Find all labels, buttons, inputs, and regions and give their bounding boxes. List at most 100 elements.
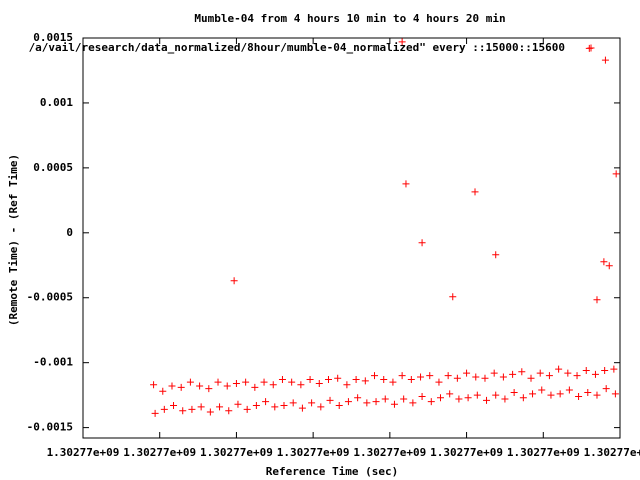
point <box>225 407 233 415</box>
point <box>564 369 572 377</box>
x-tick-label: 1.30277e+09 <box>277 446 350 459</box>
point <box>289 399 297 407</box>
point <box>519 394 527 402</box>
point <box>168 382 176 390</box>
point <box>186 378 194 386</box>
point <box>344 398 352 406</box>
point <box>234 400 242 408</box>
chart-title: Mumble-04 from 4 hours 10 min to 4 hours… <box>194 12 505 25</box>
point <box>380 376 388 384</box>
point <box>499 373 507 381</box>
point <box>324 376 332 384</box>
point <box>398 372 406 380</box>
point <box>605 262 613 270</box>
point <box>361 377 369 385</box>
point <box>471 188 479 196</box>
point <box>206 408 214 416</box>
point <box>612 170 620 178</box>
point <box>536 369 544 377</box>
y-axis-label: (Remote Time) - (Ref Time) <box>7 154 20 326</box>
y-tick-label: 0.0005 <box>33 161 73 174</box>
point <box>297 381 305 389</box>
point <box>472 373 480 381</box>
y-tick-label: 0.001 <box>40 96 73 109</box>
point <box>463 369 471 377</box>
point <box>490 369 498 377</box>
point <box>363 399 371 407</box>
point <box>196 382 204 390</box>
point <box>170 402 178 410</box>
point <box>398 38 406 46</box>
x-tick-label: 1.30277e+09 <box>123 446 196 459</box>
point <box>538 386 546 394</box>
point <box>177 383 185 391</box>
point <box>179 407 187 415</box>
point <box>390 400 398 408</box>
point <box>435 378 443 386</box>
point <box>492 251 500 259</box>
point <box>334 374 342 382</box>
point <box>308 399 316 407</box>
point <box>584 389 592 397</box>
point <box>317 403 325 411</box>
point <box>150 381 158 389</box>
point <box>610 365 618 373</box>
point <box>565 386 573 394</box>
y-tick-label: 0.0015 <box>33 31 73 44</box>
point <box>509 370 517 378</box>
point <box>417 373 425 381</box>
y-tick-label: 0 <box>66 226 73 239</box>
point <box>298 404 306 412</box>
point <box>230 277 238 285</box>
point <box>611 390 619 398</box>
point <box>260 378 268 386</box>
point <box>602 385 610 393</box>
x-axis-label: Reference Time (sec) <box>266 465 398 478</box>
point <box>444 372 452 380</box>
point <box>251 383 259 391</box>
point <box>449 293 457 301</box>
point <box>389 378 397 386</box>
point <box>335 402 343 410</box>
y-tick-label: -0.001 <box>33 356 73 369</box>
point <box>556 390 564 398</box>
point <box>354 394 362 402</box>
x-tick-label: 1.30277e+09 <box>353 446 426 459</box>
point <box>188 405 196 413</box>
y-tick-label: -0.0005 <box>27 291 73 304</box>
point <box>483 396 491 404</box>
point <box>418 392 426 400</box>
point <box>591 370 599 378</box>
point <box>197 403 205 411</box>
point <box>278 376 286 384</box>
point <box>402 180 410 188</box>
point <box>315 379 323 387</box>
point <box>214 378 222 386</box>
point <box>529 390 537 398</box>
point <box>464 394 472 402</box>
point <box>582 366 590 374</box>
point <box>205 385 213 393</box>
x-tick-label: 1.30277e+09 <box>430 446 503 459</box>
point <box>407 376 415 384</box>
point <box>575 392 583 400</box>
point <box>593 296 601 304</box>
point <box>242 378 250 386</box>
point <box>252 402 260 410</box>
point <box>601 56 609 64</box>
plot-frame <box>82 37 621 439</box>
legend-label: /a/vail/research/data_normalized/8hour/m… <box>29 41 565 54</box>
point <box>510 389 518 397</box>
point <box>271 403 279 411</box>
point <box>352 376 360 384</box>
point <box>151 409 159 417</box>
x-tick-label: 1.30277e+09 <box>200 446 273 459</box>
point <box>455 395 463 403</box>
point <box>518 368 526 376</box>
point <box>306 376 314 384</box>
point <box>601 366 609 374</box>
point <box>555 365 563 373</box>
point <box>232 379 240 387</box>
